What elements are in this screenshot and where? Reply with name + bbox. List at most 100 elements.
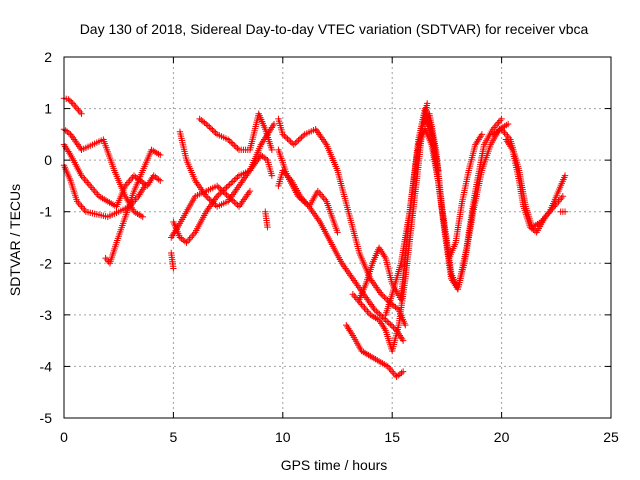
y-tick-label: -1 <box>40 204 53 220</box>
data-point-marker <box>71 101 78 109</box>
data-point-marker <box>226 137 233 145</box>
series-arc-b <box>60 126 146 221</box>
data-point-marker <box>292 139 299 147</box>
data-point-marker <box>232 175 240 182</box>
series-arc-u <box>421 115 512 293</box>
data-point-marker <box>399 337 407 344</box>
data-point-marker <box>498 115 505 123</box>
series-arc-o <box>275 167 341 236</box>
y-tick-label: 1 <box>44 101 52 117</box>
series-arc-c <box>60 162 149 221</box>
data-point-marker <box>349 291 357 298</box>
series-arc-m <box>275 115 409 329</box>
series-arc-x <box>557 208 569 215</box>
data-point-marker <box>232 200 240 207</box>
data-point-marker <box>380 315 388 322</box>
data-point-marker <box>228 139 235 146</box>
data-point-marker <box>285 137 293 144</box>
series-arc-p <box>343 321 407 380</box>
data-point-marker <box>234 173 241 181</box>
data-point-marker <box>282 134 290 141</box>
data-point-marker <box>207 125 215 132</box>
data-point-marker <box>76 201 84 209</box>
data-point-marker <box>73 105 81 112</box>
series-arc-g <box>170 167 254 246</box>
data-point-marker <box>374 309 382 316</box>
data-point-marker <box>223 191 230 198</box>
x-tick-label: 5 <box>170 429 178 445</box>
plot-frame <box>63 56 612 419</box>
data-point-marker <box>75 107 82 114</box>
y-axis-label: SDTVAR / TECUs <box>7 184 23 296</box>
data-point-marker <box>102 254 109 262</box>
data-point-marker <box>293 138 301 145</box>
x-tick-label: 0 <box>60 429 68 445</box>
data-point-marker <box>69 100 76 107</box>
data-point-marker <box>223 184 230 191</box>
data-point-marker <box>504 120 512 128</box>
series-arc-h <box>168 249 177 272</box>
data-point-marker <box>94 191 101 198</box>
chart-title: Day 130 of 2018, Sidereal Day-to-day VTE… <box>80 21 589 37</box>
series-arc-d <box>60 95 85 117</box>
y-tick-label: -5 <box>40 410 53 426</box>
data-point-marker <box>66 97 74 104</box>
data-point-marker <box>402 321 409 329</box>
data-point-marker <box>379 292 387 299</box>
data-point-marker <box>78 110 85 117</box>
data-point-marker <box>87 182 94 190</box>
data-point-marker <box>387 321 394 328</box>
data-point-marker <box>373 307 380 315</box>
data-point-marker <box>231 176 238 184</box>
data-point-marker <box>103 256 111 264</box>
data-point-marker <box>218 188 226 196</box>
grid-lines <box>64 57 611 418</box>
data-point-marker <box>210 128 218 135</box>
data-point-marker <box>287 138 294 145</box>
data-point-marker <box>89 186 97 193</box>
data-point-marker <box>371 306 378 313</box>
data-point-marker <box>355 297 362 305</box>
data-point-marker <box>264 223 271 231</box>
x-tick-label: 15 <box>384 429 400 445</box>
series-arc-w <box>502 136 567 236</box>
data-point-marker <box>220 187 227 194</box>
data-point-marker <box>85 181 92 188</box>
data-point-marker <box>320 194 327 202</box>
data-point-marker <box>561 208 569 215</box>
data-point-marker <box>229 140 236 148</box>
data-point-marker <box>76 108 84 116</box>
series-arc-e <box>102 146 164 267</box>
axes: 0 5 10 15 20 25 -5 -4 -3 -2 -1 0 1 2 <box>40 49 619 445</box>
data-point-marker <box>224 182 232 190</box>
data-point-marker <box>203 193 210 200</box>
data-point-marker <box>88 184 95 191</box>
data-point-marker <box>187 234 195 241</box>
series-arc-l <box>262 208 271 231</box>
y-tick-label: 0 <box>44 152 52 168</box>
data-point-marker <box>224 136 232 143</box>
data-point-marker <box>215 191 222 198</box>
data-point-marker <box>385 319 392 327</box>
data-point-marker <box>81 175 88 183</box>
series-arc-k <box>246 120 278 174</box>
data-point-marker <box>215 184 222 191</box>
data-point-marker <box>226 181 233 188</box>
data-point-marker <box>124 179 132 186</box>
data-point-marker <box>189 232 196 239</box>
data-point-marker <box>377 312 385 319</box>
data-point-marker <box>170 265 177 272</box>
data-point-marker <box>157 151 164 159</box>
data-point-marker <box>298 134 305 141</box>
data-point-marker <box>558 194 565 202</box>
data-point-marker <box>229 178 236 185</box>
data-point-marker <box>126 177 133 184</box>
data-point-marker <box>228 179 235 187</box>
data-point-marker <box>268 172 276 179</box>
data-point-marker <box>389 368 396 375</box>
data-point-marker <box>209 198 216 206</box>
data-point-marker <box>296 135 304 142</box>
data-point-marker <box>362 306 370 313</box>
data-point-marker <box>139 213 146 221</box>
